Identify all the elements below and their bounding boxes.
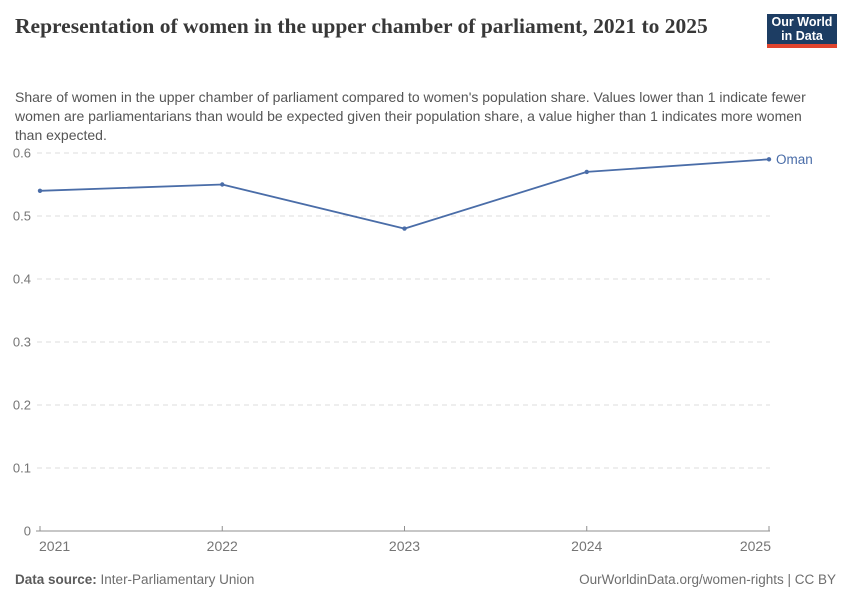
x-axis-label: 2025 <box>740 538 771 554</box>
data-point-oman-2025[interactable] <box>766 157 772 162</box>
line-chart-canvas[interactable]: 0 0.1 0.2 0.3 0.4 0.5 0.6 2021 2022 2023 2024 2025 O… <box>0 0 850 560</box>
data-source-value: Inter-Parliamentary Union <box>100 571 255 587</box>
x-axis-label: 2022 <box>207 538 238 554</box>
y-axis-label: 0.5 <box>13 209 31 224</box>
chart-footer: Data source: Inter-Parliamentary Union O… <box>15 568 836 590</box>
data-point-oman-2024[interactable] <box>584 169 589 175</box>
data-source-label: Data source: <box>15 571 97 587</box>
license-note[interactable]: OurWorldinData.org/women-rights | CC BY <box>579 571 836 587</box>
chart-title: Representation of women in the upper cha… <box>15 14 708 38</box>
chart-subtitle: Share of women in the upper chamber of p… <box>15 89 806 144</box>
owid-logo[interactable]: Our World in Data <box>767 14 837 48</box>
data-point-oman-2023[interactable] <box>402 226 407 231</box>
x-axis-label: 2021 <box>39 538 70 554</box>
data-source: Data source: Inter-Parliamentary Union <box>15 572 254 587</box>
x-axis-label: 2024 <box>571 538 602 554</box>
series-label-oman: Oman <box>776 152 813 167</box>
y-axis-label: 0.4 <box>13 272 31 287</box>
owid-logo-line1: Our World <box>771 15 833 29</box>
series-line-oman[interactable] <box>39 158 770 230</box>
owid-logo-line2: in Data <box>781 29 823 43</box>
x-axis-label: 2023 <box>389 538 420 554</box>
y-axis-label: 0 <box>24 524 31 539</box>
y-axis-label: 0.3 <box>13 335 31 350</box>
y-axis-label: 0.2 <box>13 398 31 413</box>
y-axis-label: 0.1 <box>13 461 31 476</box>
y-axis-label: 0.6 <box>13 146 31 161</box>
data-point-oman-2021[interactable] <box>37 188 43 193</box>
data-point-oman-2022[interactable] <box>220 182 225 187</box>
